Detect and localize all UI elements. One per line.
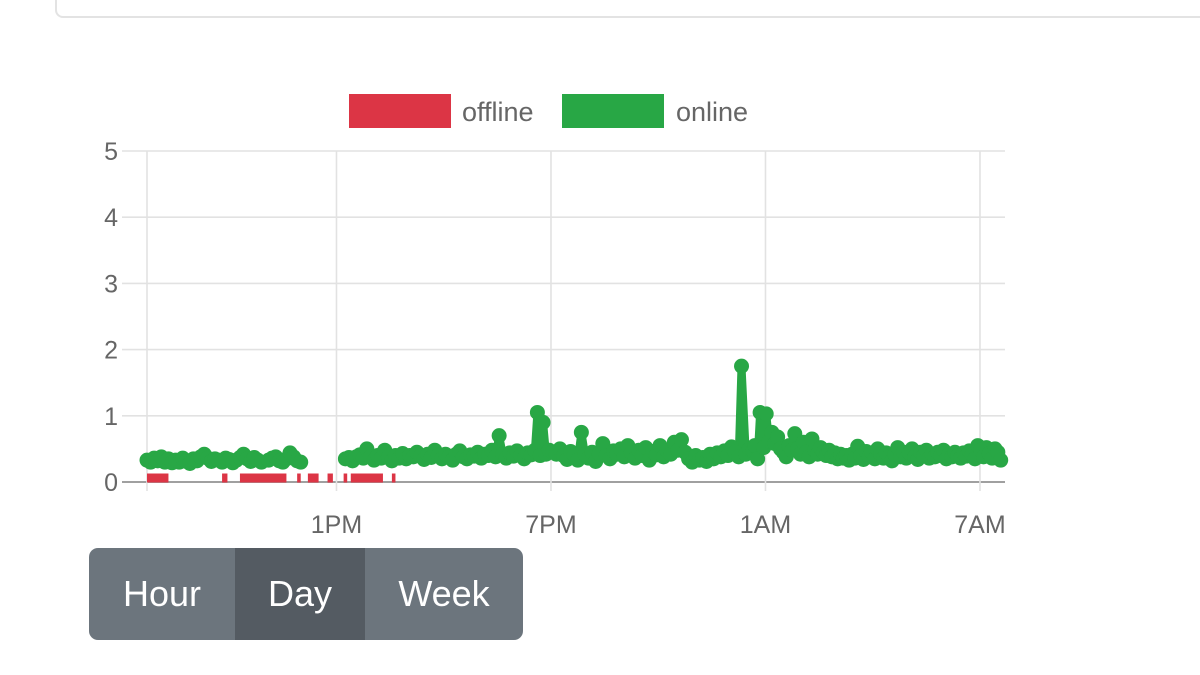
legend-swatch-offline[interactable] — [349, 94, 451, 128]
y-tick-label: 3 — [104, 270, 118, 298]
y-tick-label: 4 — [104, 204, 118, 232]
week-button[interactable]: Week — [365, 548, 523, 640]
x-tick-label: 1PM — [311, 511, 362, 539]
legend-swatch-online[interactable] — [562, 94, 664, 128]
y-axis-ticks: 0 1 2 3 4 5 — [104, 138, 118, 497]
y-tick-label: 1 — [104, 403, 118, 431]
day-button[interactable]: Day — [235, 548, 365, 640]
online-series — [139, 358, 1009, 471]
legend-label-online[interactable]: online — [676, 97, 748, 127]
online-point — [750, 451, 766, 467]
y-tick-label: 0 — [104, 469, 118, 497]
online-point — [673, 432, 689, 448]
online-point — [993, 452, 1009, 468]
x-tick-label: 1AM — [740, 511, 791, 539]
legend-label-offline[interactable]: offline — [462, 97, 534, 127]
online-point — [758, 406, 774, 422]
hour-button[interactable]: Hour — [89, 548, 235, 640]
y-tick-label: 2 — [104, 337, 118, 365]
online-point — [595, 436, 611, 452]
y-tick-label: 5 — [104, 138, 118, 166]
range-selector: Hour Day Week — [89, 548, 523, 640]
chart-grid — [122, 150, 1005, 491]
x-tick-label: 7AM — [954, 511, 1005, 539]
online-point — [491, 428, 507, 444]
x-axis-ticks: 1PM 7PM 1AM 7AM — [311, 511, 1006, 539]
status-chart: offline online 0 1 2 3 4 5 1PM 7PM 1AM 7AM — [104, 94, 1009, 539]
online-point — [293, 454, 309, 470]
chart-legend: offline online — [349, 94, 748, 128]
x-tick-label: 7PM — [525, 511, 576, 539]
online-point — [770, 429, 786, 445]
online-point — [535, 414, 551, 430]
online-point — [734, 358, 750, 374]
online-point — [573, 424, 589, 440]
top-card — [55, 0, 1200, 18]
